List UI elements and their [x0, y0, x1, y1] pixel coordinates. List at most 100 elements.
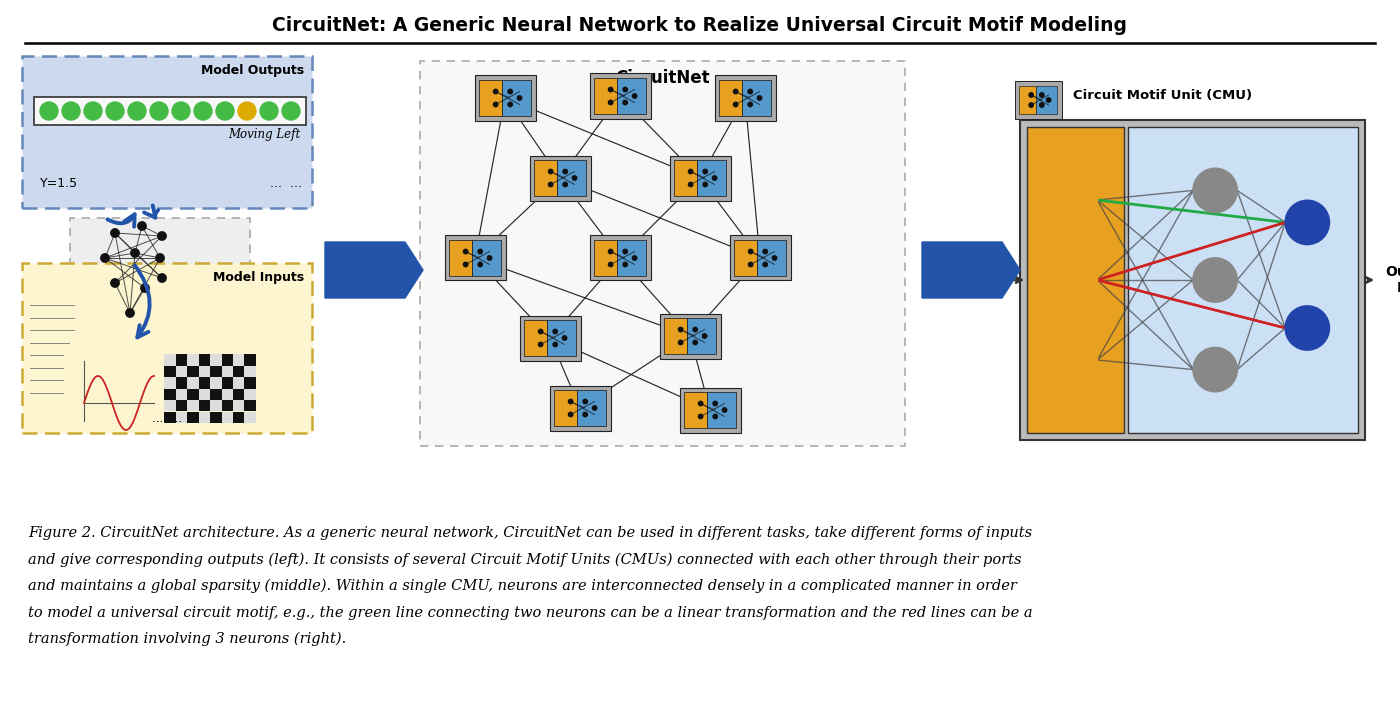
Bar	[707, 392, 736, 428]
Circle shape	[623, 262, 627, 267]
Circle shape	[713, 176, 717, 181]
Bar	[221, 400, 232, 411]
Bar	[199, 411, 210, 423]
Circle shape	[150, 102, 168, 120]
Circle shape	[539, 342, 543, 347]
Circle shape	[563, 336, 567, 341]
Bar	[245, 389, 256, 400]
Bar	[210, 377, 221, 389]
Circle shape	[101, 253, 109, 262]
Circle shape	[763, 249, 767, 253]
Bar	[188, 365, 199, 377]
Bar	[188, 411, 199, 423]
Bar	[164, 411, 175, 423]
Circle shape	[749, 249, 753, 253]
Text: Model Outputs: Model Outputs	[200, 64, 304, 77]
Text: to model a universal circuit motif, e.g., the green line connecting two neurons : to model a universal circuit motif, e.g.…	[28, 605, 1033, 620]
Bar	[232, 365, 245, 377]
Circle shape	[699, 414, 703, 418]
Circle shape	[493, 89, 498, 93]
Bar	[617, 240, 645, 276]
Circle shape	[549, 182, 553, 187]
Bar	[685, 392, 707, 428]
Bar	[245, 377, 256, 389]
Circle shape	[106, 102, 125, 120]
Bar	[210, 354, 221, 365]
Bar	[175, 365, 188, 377]
Circle shape	[623, 249, 627, 253]
Bar	[533, 160, 557, 196]
Circle shape	[689, 182, 693, 187]
Bar	[199, 389, 210, 400]
Circle shape	[549, 169, 553, 173]
Bar	[524, 320, 547, 356]
Circle shape	[1040, 93, 1044, 97]
Polygon shape	[923, 242, 1021, 298]
Circle shape	[633, 256, 637, 261]
Bar	[210, 411, 221, 423]
Bar	[445, 236, 505, 280]
Bar	[501, 80, 531, 116]
Bar	[221, 389, 232, 400]
Text: Circuit Motif Unit (CMU): Circuit Motif Unit (CMU)	[1072, 88, 1252, 101]
Circle shape	[679, 327, 683, 332]
Circle shape	[281, 102, 300, 120]
Circle shape	[689, 169, 693, 173]
Bar	[175, 354, 188, 365]
Circle shape	[1040, 103, 1044, 107]
Bar	[1127, 127, 1358, 433]
Bar	[679, 387, 741, 433]
Bar	[1036, 86, 1057, 114]
Bar	[175, 411, 188, 423]
Circle shape	[582, 399, 588, 404]
Circle shape	[477, 249, 483, 253]
Circle shape	[463, 262, 468, 267]
Circle shape	[693, 327, 697, 332]
Text: ...  ...: ... ...	[270, 177, 302, 190]
Bar	[245, 354, 256, 365]
Circle shape	[539, 329, 543, 333]
Bar	[199, 400, 210, 411]
Bar	[210, 365, 221, 377]
Circle shape	[477, 262, 483, 267]
Bar	[594, 240, 617, 276]
Circle shape	[158, 232, 167, 240]
Circle shape	[216, 102, 234, 120]
Circle shape	[1053, 178, 1098, 222]
Bar	[529, 156, 591, 200]
Text: Y=1.5: Y=1.5	[41, 177, 78, 190]
Circle shape	[1285, 306, 1330, 350]
Bar	[175, 389, 188, 400]
Text: transformation involving 3 neurons (right).: transformation involving 3 neurons (righ…	[28, 632, 346, 646]
Bar	[720, 80, 742, 116]
Bar	[549, 385, 610, 430]
Circle shape	[195, 102, 211, 120]
FancyBboxPatch shape	[70, 218, 251, 343]
Bar	[1019, 86, 1036, 114]
Circle shape	[703, 182, 707, 187]
Circle shape	[722, 408, 727, 412]
Text: Moving Left: Moving Left	[228, 128, 300, 141]
Bar	[714, 76, 776, 120]
Bar	[164, 377, 175, 389]
Circle shape	[155, 253, 164, 262]
Circle shape	[699, 401, 703, 406]
Bar	[245, 400, 256, 411]
Circle shape	[111, 279, 119, 287]
Text: CircuitNet: A Generic Neural Network to Realize Universal Circuit Motif Modeling: CircuitNet: A Generic Neural Network to …	[273, 16, 1127, 35]
Bar	[687, 318, 715, 354]
Bar	[577, 390, 606, 426]
Circle shape	[633, 93, 637, 98]
Circle shape	[553, 329, 557, 333]
Bar	[232, 400, 245, 411]
Circle shape	[703, 333, 707, 338]
Bar	[245, 365, 256, 377]
Circle shape	[773, 256, 777, 261]
Bar	[594, 78, 617, 114]
FancyBboxPatch shape	[22, 263, 312, 433]
Bar	[164, 400, 175, 411]
Text: Figure 2. CircuitNet architecture. As a generic neural network, CircuitNet can b: Figure 2. CircuitNet architecture. As a …	[28, 526, 1032, 540]
Bar	[589, 236, 651, 280]
Bar	[210, 400, 221, 411]
Circle shape	[487, 256, 491, 261]
